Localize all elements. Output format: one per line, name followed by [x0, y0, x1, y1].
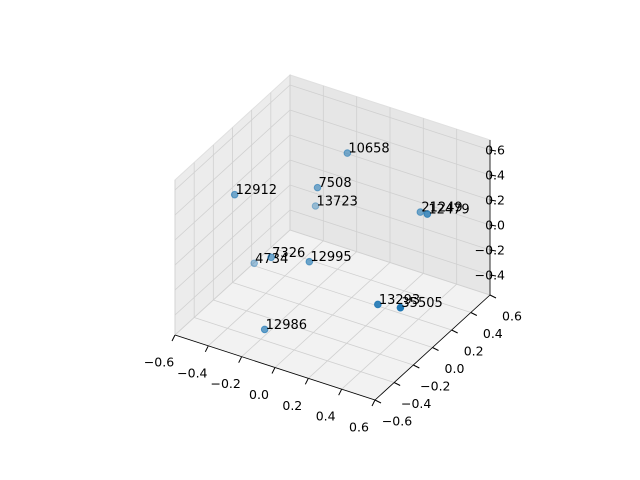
y-tick-label: 0.6 — [502, 309, 522, 324]
y-tick — [489, 294, 497, 299]
y-tick — [413, 364, 420, 369]
point-label: 21249 — [421, 201, 462, 216]
z-tick — [489, 149, 497, 152]
z-tick-label: 0.0 — [485, 218, 505, 233]
z-grid-line — [174, 209, 291, 316]
z-grid-line — [174, 184, 291, 291]
x-tick — [204, 345, 209, 353]
x-tick — [371, 399, 376, 407]
x-tick-label: −0.2 — [210, 376, 240, 391]
x-tick — [171, 334, 176, 342]
point — [260, 325, 269, 334]
x-tick-label: −0.6 — [144, 355, 174, 370]
x-tick-label: 0.4 — [316, 409, 336, 424]
point — [313, 183, 322, 192]
point-label: 35505 — [401, 296, 442, 311]
z-tick — [489, 199, 497, 202]
y-tick-label: 0.4 — [483, 326, 503, 341]
y-grid-line — [289, 229, 491, 296]
point-label: 12986 — [266, 318, 307, 333]
z-tick — [489, 224, 497, 227]
axis-line — [374, 294, 491, 401]
y-tick-label: 0.2 — [464, 344, 484, 359]
point — [267, 253, 275, 262]
point — [423, 210, 432, 218]
point-label: 12912 — [236, 183, 277, 198]
point-label: 12479 — [428, 203, 469, 218]
y-tick-label: −0.6 — [382, 414, 412, 429]
point — [305, 257, 314, 266]
z-grid-line — [289, 84, 491, 151]
x-tick-label: 0.6 — [349, 420, 369, 435]
point — [343, 149, 352, 157]
x-tick — [238, 356, 243, 363]
y-tick — [374, 399, 382, 404]
y-tick — [470, 312, 478, 316]
z-tick-label: 0.4 — [485, 168, 505, 183]
x-tick-label: 0.0 — [249, 387, 269, 402]
z-grid-line — [174, 84, 291, 191]
z-grid-line — [289, 159, 491, 226]
z-grid-line — [174, 159, 291, 266]
y-tick-label: 0.0 — [445, 361, 465, 376]
z-grid-line — [289, 134, 491, 201]
point-label: 7326 — [272, 246, 305, 261]
z-tick-label: 0.2 — [485, 193, 505, 208]
y-tick-label: −0.4 — [401, 396, 431, 411]
z-grid-line — [289, 184, 491, 251]
x-tick-label: 0.2 — [282, 398, 302, 413]
z-tick — [489, 274, 497, 277]
point-label: 12995 — [310, 250, 351, 265]
z-grid-line — [174, 109, 291, 216]
z-tick — [489, 174, 497, 177]
z-tick-label: 0.6 — [485, 143, 505, 158]
point — [250, 259, 258, 268]
point — [374, 300, 382, 309]
point — [311, 202, 320, 210]
y-grid-line — [251, 264, 452, 331]
y-grid-line — [213, 299, 414, 366]
y-tick — [432, 347, 439, 351]
y-grid-line — [232, 282, 433, 348]
point-label: 13723 — [317, 195, 358, 210]
x-tick — [271, 367, 276, 374]
point — [416, 208, 425, 216]
y-grid-line — [194, 317, 395, 383]
point-label: 13293 — [379, 293, 420, 308]
x-tick — [304, 378, 309, 385]
z-grid-line — [289, 209, 491, 276]
z-grid-line — [174, 134, 291, 241]
y-tick-label: −0.2 — [420, 379, 450, 394]
x-tick-label: −0.4 — [177, 365, 207, 380]
y-tick — [393, 382, 401, 386]
y-tick — [451, 329, 458, 334]
point-label: 7508 — [319, 176, 352, 191]
point — [230, 190, 239, 199]
point-label: 10658 — [348, 142, 389, 157]
x-tick — [338, 388, 343, 396]
point — [396, 303, 405, 312]
z-grid-line — [289, 109, 491, 176]
y-grid-line — [270, 247, 471, 313]
z-tick — [489, 249, 497, 252]
axis-line — [174, 334, 376, 401]
